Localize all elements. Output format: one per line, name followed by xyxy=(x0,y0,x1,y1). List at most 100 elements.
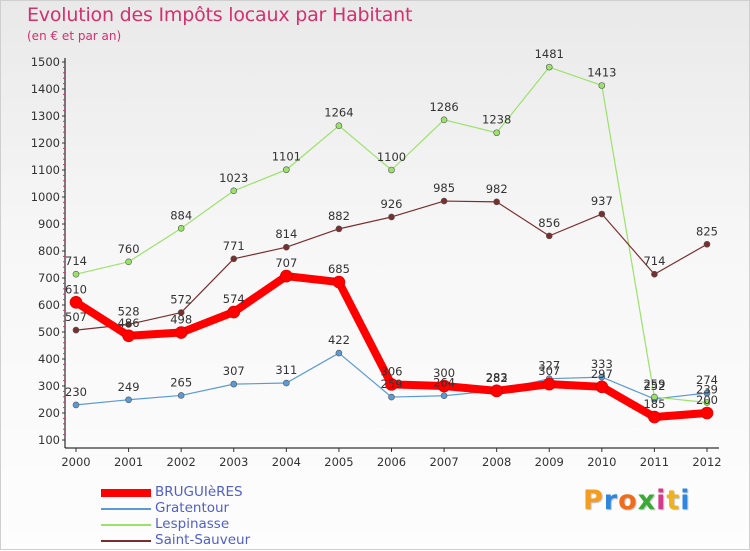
y-tick-label: 300 xyxy=(38,379,60,393)
legend-label: Saint-Sauveur xyxy=(155,532,251,548)
data-point xyxy=(595,380,609,394)
data-point xyxy=(598,373,606,381)
data-label: 282 xyxy=(486,371,508,385)
data-point xyxy=(440,392,448,400)
data-label: 528 xyxy=(118,304,140,318)
data-point xyxy=(280,269,293,283)
chart-title: Evolution des Impôts locaux par Habitant xyxy=(27,4,413,26)
data-point xyxy=(703,399,711,406)
data-label: 422 xyxy=(328,333,350,347)
data-point xyxy=(437,379,451,393)
data-point xyxy=(283,379,290,387)
y-tick-label: 100 xyxy=(38,433,60,447)
data-label: 856 xyxy=(538,216,560,230)
data-label: 707 xyxy=(275,256,297,270)
data-point xyxy=(227,305,241,319)
data-label: 507 xyxy=(65,310,87,324)
data-point xyxy=(648,410,661,424)
data-label: 283 xyxy=(486,371,508,385)
data-point xyxy=(177,392,185,399)
data-point xyxy=(230,187,238,195)
y-tick-label: 1500 xyxy=(31,55,60,69)
data-point xyxy=(125,258,132,266)
data-label: 230 xyxy=(65,385,87,399)
data-point xyxy=(230,255,238,263)
data-point xyxy=(542,377,556,391)
data-point xyxy=(493,198,500,206)
data-point xyxy=(335,122,343,130)
data-label: 1481 xyxy=(535,47,564,61)
legend-label: BRUGUIèRES xyxy=(155,484,243,500)
data-label: 307 xyxy=(538,364,560,378)
data-label: 937 xyxy=(591,194,613,208)
legend-swatch xyxy=(101,508,151,510)
data-label: 300 xyxy=(433,366,455,380)
data-label: 200 xyxy=(696,393,718,407)
data-label: 926 xyxy=(381,197,403,211)
data-label: 1100 xyxy=(377,150,406,164)
x-tick-label: 2005 xyxy=(324,455,353,469)
y-tick-label: 800 xyxy=(38,244,60,258)
data-label: 884 xyxy=(170,208,192,222)
x-tick-label: 2001 xyxy=(114,455,143,469)
data-label: 1238 xyxy=(482,113,511,127)
x-tick-label: 2003 xyxy=(219,455,248,469)
data-point xyxy=(125,321,132,328)
logo-letter: i xyxy=(656,485,667,516)
data-point xyxy=(335,349,343,357)
data-label: 825 xyxy=(696,224,718,238)
x-tick-label: 2004 xyxy=(272,455,301,469)
data-label: 574 xyxy=(223,292,245,306)
data-label: 252 xyxy=(643,379,665,393)
data-label: 985 xyxy=(433,181,455,195)
data-point xyxy=(493,129,500,137)
x-tick-label: 2010 xyxy=(587,455,616,469)
data-label: 982 xyxy=(486,182,508,196)
data-point xyxy=(545,232,553,240)
data-point xyxy=(385,378,398,391)
data-label: 264 xyxy=(433,376,455,390)
legend-swatch xyxy=(101,540,151,542)
logo-letter: r xyxy=(603,485,619,516)
data-point xyxy=(651,270,658,278)
data-label: 714 xyxy=(65,254,87,268)
data-point xyxy=(440,116,448,124)
data-label: 498 xyxy=(170,313,192,327)
y-tick-label: 1400 xyxy=(31,82,60,96)
data-label: 1264 xyxy=(324,106,353,120)
series-line-lespinasse xyxy=(75,66,708,404)
data-point xyxy=(174,326,188,339)
data-point xyxy=(230,380,238,388)
data-label: 239 xyxy=(696,382,718,396)
x-tick-label: 2011 xyxy=(640,455,669,469)
y-tick-label: 1000 xyxy=(31,190,60,204)
data-label: 1023 xyxy=(219,171,248,185)
data-label: 311 xyxy=(275,363,297,377)
logo-letter: i xyxy=(680,485,691,516)
data-label: 714 xyxy=(643,254,665,268)
data-label: 297 xyxy=(591,367,613,381)
data-point xyxy=(72,401,80,409)
data-point xyxy=(122,329,135,343)
x-tick-label: 2002 xyxy=(167,455,196,469)
data-point xyxy=(283,243,290,251)
data-point xyxy=(545,63,553,71)
data-label: 1101 xyxy=(272,150,301,164)
data-point xyxy=(283,166,290,174)
data-label: 1286 xyxy=(429,100,458,114)
data-point xyxy=(332,275,346,289)
data-point xyxy=(598,210,606,218)
data-point xyxy=(703,240,711,248)
y-tick-label: 1200 xyxy=(31,136,60,150)
data-point xyxy=(72,326,80,334)
y-tick-label: 1300 xyxy=(31,109,60,123)
data-point xyxy=(490,384,503,398)
data-label: 333 xyxy=(591,357,613,371)
data-point xyxy=(177,309,185,316)
x-tick-label: 2012 xyxy=(692,455,721,469)
logo-letter: x xyxy=(637,485,657,516)
data-label: 249 xyxy=(118,380,140,394)
data-point xyxy=(335,225,343,233)
y-tick-label: 700 xyxy=(38,271,60,285)
